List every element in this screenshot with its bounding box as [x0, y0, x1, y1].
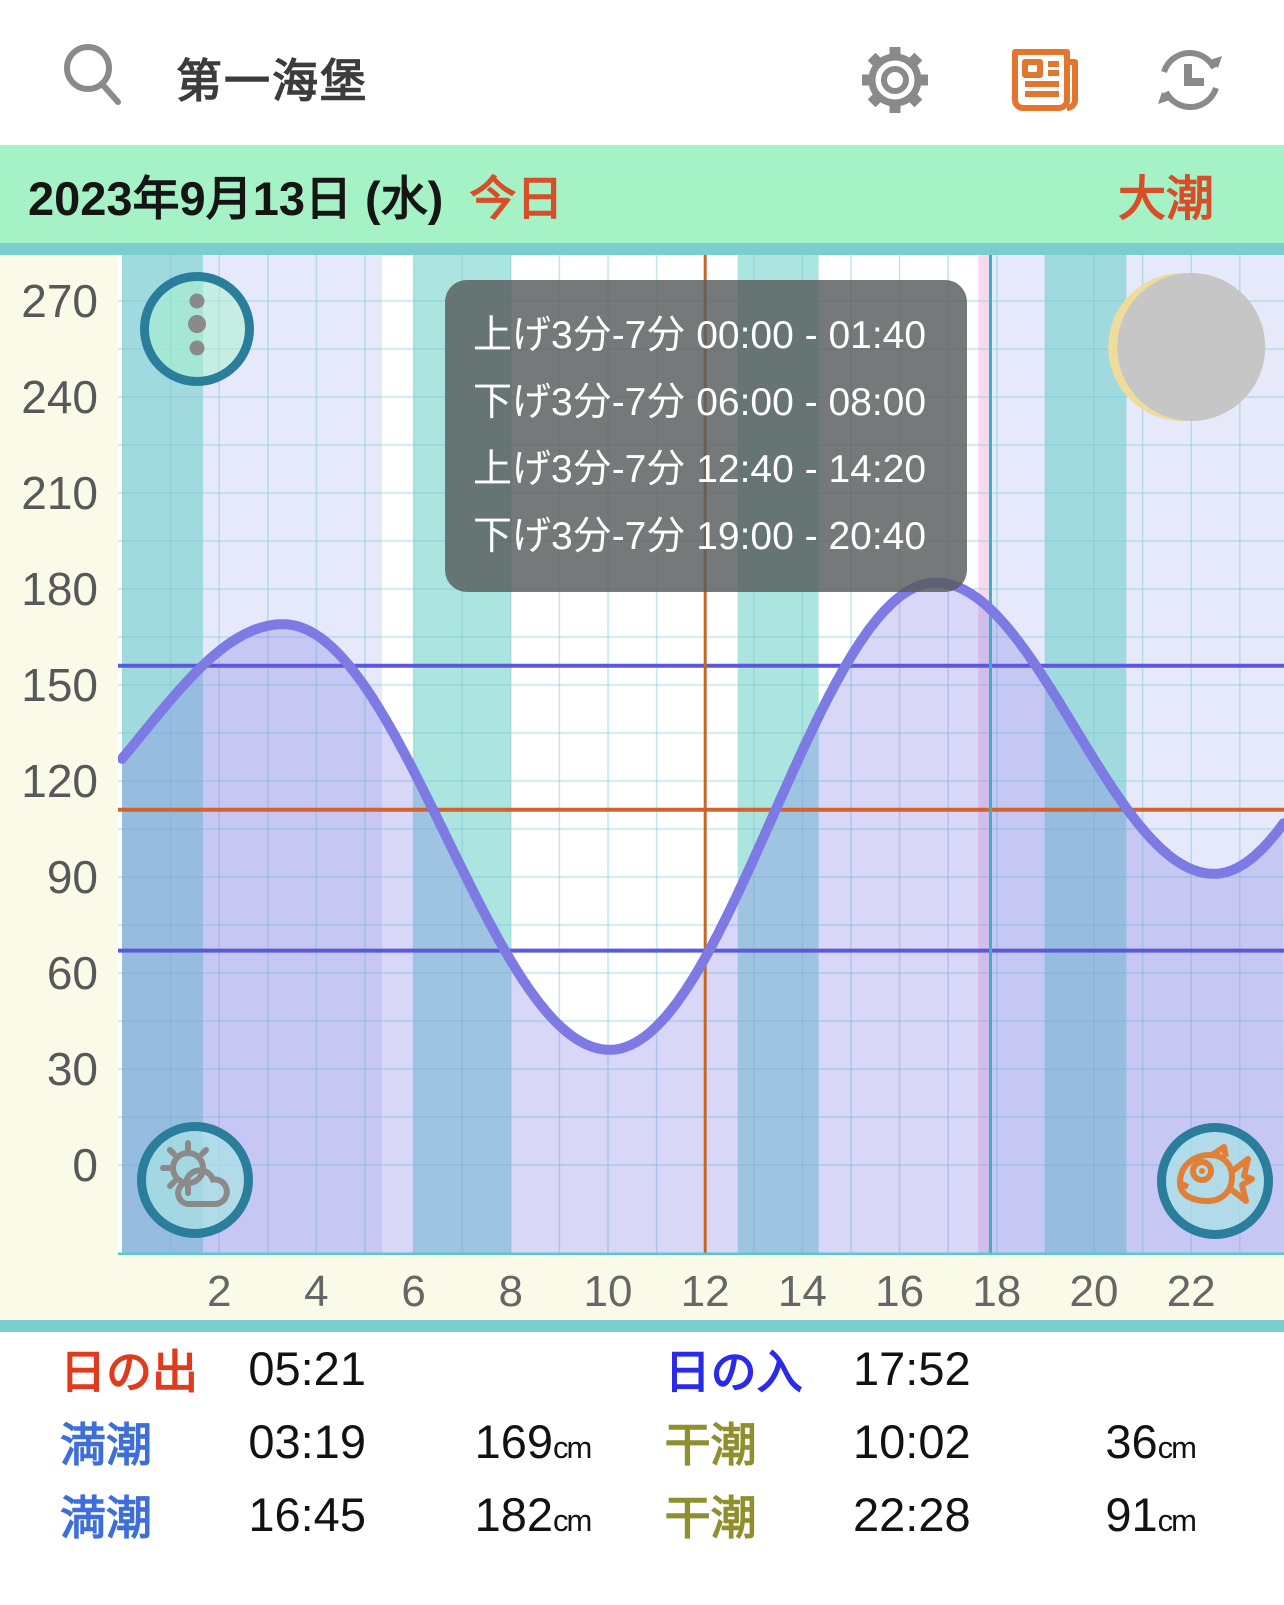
- y-tick-label: 240: [21, 371, 98, 423]
- tooltip-line: 下げ3分-7分 06:00 - 08:00: [473, 381, 927, 424]
- tide-curve: [118, 577, 1284, 1055]
- info-time: 17:52: [853, 1342, 971, 1395]
- info-label: 日の出: [60, 1345, 198, 1398]
- unit-label: cm: [1157, 1430, 1197, 1465]
- y-tick-label: 180: [21, 563, 98, 615]
- info-label: 日の入: [664, 1345, 803, 1398]
- x-tick-label: 20: [1069, 1267, 1119, 1316]
- top-bar: 第一海堡: [0, 0, 1284, 145]
- info-label: 干潮: [664, 1491, 757, 1544]
- info-level: 182cm: [474, 1488, 593, 1541]
- x-axis-margin: [118, 1255, 1284, 1320]
- search-field[interactable]: 第一海堡: [60, 40, 368, 115]
- banner-divider: [0, 243, 1284, 255]
- sun-cloud-weather-icon: [152, 1138, 238, 1223]
- x-tick-label: 6: [401, 1267, 426, 1316]
- unit-label: cm: [1157, 1503, 1197, 1538]
- info-time: 03:19: [248, 1415, 366, 1468]
- x-tick-label: 4: [304, 1267, 329, 1316]
- unit-label: cm: [553, 1430, 592, 1465]
- x-tick-label: 10: [583, 1267, 633, 1316]
- info-level: 36cm: [1105, 1415, 1197, 1468]
- x-tick-label: 18: [972, 1267, 1022, 1316]
- x-tick-label: 2: [206, 1267, 232, 1316]
- kebab-menu-icon: [182, 292, 212, 367]
- x-tick-label: 14: [777, 1267, 827, 1316]
- tide-curve-plot[interactable]: [0, 255, 1284, 1320]
- info-level: 169cm: [474, 1415, 593, 1468]
- date-banner[interactable]: 2023年9月13日 (水) 今日 大潮: [0, 145, 1284, 243]
- y-tick-label: 150: [21, 659, 98, 711]
- y-tick-label: 90: [46, 851, 98, 903]
- info-label: 満潮: [60, 1491, 152, 1544]
- tide-speed-band: [122, 255, 204, 1255]
- info-level: 91cm: [1105, 1488, 1197, 1541]
- chart-menu-button[interactable]: [140, 272, 254, 386]
- y-axis-margin: [0, 255, 118, 1320]
- weather-button[interactable]: [137, 1122, 253, 1238]
- info-time: 05:21: [248, 1342, 366, 1395]
- date-text: 2023年9月13日 (水): [28, 171, 444, 225]
- info-table-row: 満潮 16:45 182cm 干潮 22:28 91cm: [0, 1478, 1284, 1551]
- date-group: 2023年9月13日 (水) 今日: [0, 160, 563, 229]
- tide-curve-fill: [122, 582, 1284, 1255]
- y-tick-label: 120: [21, 755, 98, 807]
- info-time: 16:45: [248, 1488, 366, 1541]
- y-tick-label: 60: [46, 947, 98, 999]
- fishing-info-button[interactable]: [1157, 1123, 1273, 1239]
- info-table-row: 満潮 03:19 169cm 干潮 10:02 36cm: [0, 1405, 1284, 1478]
- tide-type-label: 大潮: [1117, 173, 1214, 226]
- fish-icon: [1172, 1143, 1258, 1220]
- unit-label: cm: [553, 1503, 592, 1538]
- history-clock-icon[interactable]: [1150, 38, 1230, 122]
- tooltip-line: 下げ3分-7分 19:00 - 20:40: [473, 515, 927, 558]
- search-query-text[interactable]: 第一海堡: [176, 54, 368, 107]
- tooltip-line: 上げ3分-7分 12:40 - 14:20: [473, 448, 927, 491]
- news-icon[interactable]: [1005, 38, 1085, 122]
- y-tick-label: 210: [21, 467, 98, 519]
- settings-gear-icon[interactable]: [855, 38, 935, 122]
- moon-phase-icon: [1108, 273, 1266, 421]
- info-label: 干潮: [664, 1418, 757, 1471]
- y-tick-label: 30: [46, 1043, 98, 1095]
- y-tick-label: 270: [21, 275, 98, 327]
- search-icon[interactable]: [60, 40, 126, 115]
- tooltip-line: 上げ3分-7分 00:00 - 01:40: [473, 314, 927, 357]
- info-time: 10:02: [853, 1415, 971, 1468]
- sunset-glow-band: [978, 255, 992, 1255]
- info-time: 22:28: [853, 1488, 971, 1541]
- tide-speed-tooltip: 上げ3分-7分 00:00 - 01:40 下げ3分-7分 06:00 - 08:…: [445, 280, 967, 592]
- x-tick-label: 8: [498, 1267, 524, 1316]
- y-tick-label: 0: [72, 1139, 98, 1191]
- x-tick-label: 12: [680, 1267, 730, 1316]
- night-band: [990, 255, 1284, 1255]
- tide-chart[interactable]: 0 30 60 90 120 150 180 210 240 270 2 4 6 8 10 12 14 16 18…: [0, 255, 1284, 1331]
- x-tick-label: 16: [875, 1267, 925, 1316]
- tide-info-table: 日の出 05:21 日の入 17:52 満潮 03:19 169cm 干潮 10:02 36cm 満…: [0, 1332, 1284, 1551]
- chart-bottom-divider: [0, 1320, 1284, 1332]
- info-label: 満潮: [60, 1418, 152, 1471]
- x-tick-label: 22: [1166, 1267, 1216, 1316]
- today-badge: 今日: [469, 171, 564, 225]
- info-table-row: 日の出 05:21 日の入 17:52: [0, 1332, 1284, 1405]
